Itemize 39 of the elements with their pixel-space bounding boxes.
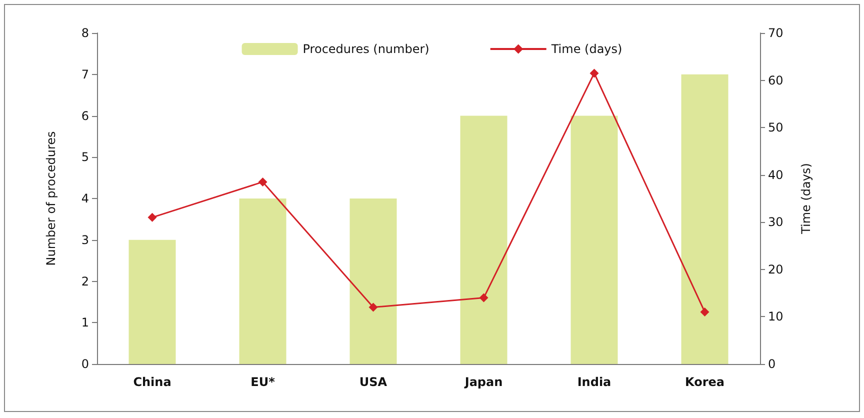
y2-tick-label: 30 xyxy=(768,215,784,230)
y-tick-label: 1 xyxy=(81,316,89,330)
y-tick-label: 7 xyxy=(81,67,89,82)
point xyxy=(590,68,599,78)
x-tick-label: Korea xyxy=(685,375,724,389)
point xyxy=(700,307,710,316)
x-tick-label: EU* xyxy=(250,375,276,389)
y-tick-label: 3 xyxy=(81,232,89,247)
y-tick-label: 0 xyxy=(81,357,89,371)
bar xyxy=(239,198,286,364)
y2-tick-label: 70 xyxy=(768,26,784,40)
y2-axis-title: Time (days) xyxy=(799,163,813,235)
y2-tick-label: 60 xyxy=(768,73,784,88)
bar xyxy=(460,116,508,364)
x-tick-label: India xyxy=(577,375,612,389)
y2-tick-label: 20 xyxy=(768,262,784,276)
y-tick-label: 6 xyxy=(81,108,89,123)
y-tick-label: 8 xyxy=(81,26,89,40)
y-tick-label: 2 xyxy=(81,274,89,288)
y-axis-title: Number of procedures xyxy=(44,131,58,266)
bar xyxy=(350,198,397,364)
bar xyxy=(128,240,176,364)
x-tick-label: China xyxy=(133,375,172,389)
y2-tick-label: 50 xyxy=(768,120,784,135)
point xyxy=(368,302,378,312)
y2-tick-label: 10 xyxy=(768,310,784,324)
bar xyxy=(570,116,618,364)
y2-tick-label: 0 xyxy=(768,357,776,371)
y-tick-label: 4 xyxy=(81,192,89,206)
point xyxy=(479,293,488,302)
x-tick-label: USA xyxy=(359,375,388,389)
bar xyxy=(681,74,728,364)
legend-label: Time (days) xyxy=(550,42,622,56)
point xyxy=(258,177,268,186)
x-tick-label: Japan xyxy=(464,375,503,389)
legend-label: Procedures (number) xyxy=(302,42,430,56)
y2-tick-label: 40 xyxy=(768,168,784,182)
y-tick-label: 5 xyxy=(81,150,89,164)
point xyxy=(148,212,157,222)
